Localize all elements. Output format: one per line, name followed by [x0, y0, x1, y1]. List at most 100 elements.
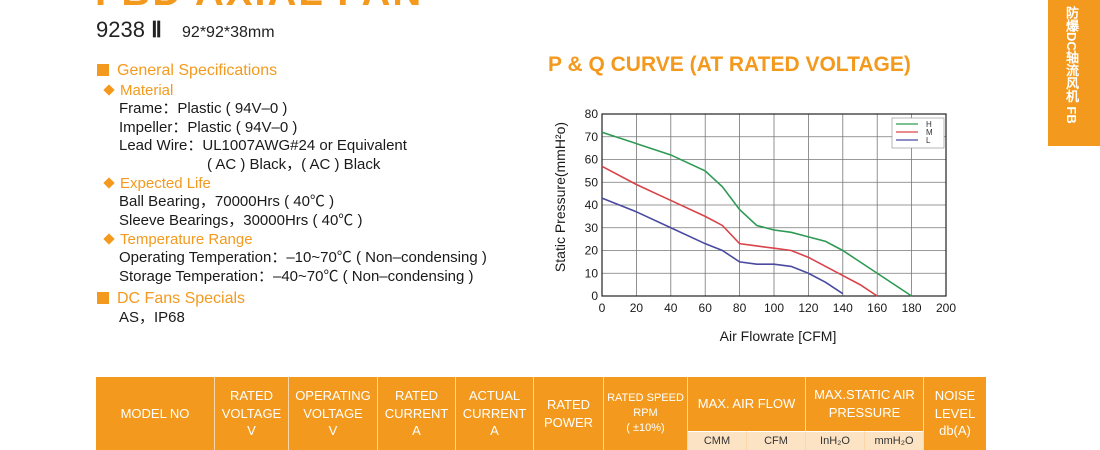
th-rated-power: RATED POWER [534, 377, 604, 450]
pq-curve-chart: HML 0 20 40 60 80 100 120 140 160 180 200 0 10 20 30 40… [552, 107, 957, 344]
x-tick-label: 140 [833, 301, 853, 315]
spec-table: MODEL NO RATED VOLTAGE V OPERATING VOLTAGE V… [96, 377, 986, 450]
legend-label-l: L [926, 136, 931, 145]
th-rated-speed-3: ( ±10%) [626, 421, 665, 434]
th-rated-voltage-2: VOLTAGE [221, 405, 282, 421]
diamond-bullet-icon [103, 177, 115, 189]
chart-title: P & Q CURVE (AT RATED VOLTAGE) [548, 53, 911, 76]
legend-label-m: M [926, 128, 933, 137]
th-mmh2o-label: mmH₂O [874, 434, 914, 447]
th-noise-3: db(A) [939, 423, 971, 439]
x-tick-label: 200 [936, 301, 956, 315]
x-tick-label: 120 [798, 301, 818, 315]
temperature-heading: Temperature Range [97, 230, 537, 249]
th-rated-voltage-1: RATED [229, 388, 274, 404]
th-actual-current-1: ACTUAL [468, 388, 521, 404]
general-specifications: General Specifications Material Frame：Pl… [97, 58, 537, 328]
th-rated-voltage: RATED VOLTAGE V [215, 377, 289, 450]
y-tick-label: 40 [585, 198, 599, 212]
plot-frame [601, 113, 947, 297]
th-actual-current-2: CURRENT [462, 405, 527, 421]
th-operating-voltage-2: VOLTAGE [303, 405, 363, 421]
square-bullet-icon [97, 292, 109, 304]
th-rated-current-2: CURRENT [384, 405, 449, 421]
th-rated-current-3: A [412, 423, 421, 439]
th-model-label: MODEL NO [120, 405, 190, 421]
th-air-flow: MAX. AIR FLOW [688, 377, 806, 431]
material-frame: Frame：Plastic ( 94V–0 ) [119, 100, 288, 117]
square-bullet-icon [97, 64, 109, 76]
chart-grid [601, 113, 947, 297]
y-tick-label: 50 [585, 175, 599, 189]
material-lead-wire: Lead Wire：UL1007AWG#24 or Equivalent [119, 137, 407, 154]
life-ball-bearing: Ball Bearing，70000Hrs ( 40℃ ) [119, 193, 335, 210]
x-axis-label: Air Flowrate [CFM] [720, 328, 837, 344]
life-heading: Expected Life [97, 174, 537, 193]
chart-legend: HML [891, 117, 945, 149]
th-inh2o-label: InH₂O [820, 434, 850, 447]
y-tick-label: 70 [585, 130, 599, 144]
side-tab: 防爆DC轴流风机 FB [1048, 0, 1100, 146]
y-tick-label: 0 [591, 289, 598, 303]
chart-ticks: 0 20 40 60 80 100 120 140 160 180 200 0 10 20 30 40 50 60… [585, 107, 957, 315]
th-rated-voltage-3: V [247, 423, 256, 439]
diamond-bullet-icon [103, 233, 115, 245]
x-tick-label: 0 [599, 301, 606, 315]
y-tick-label: 10 [585, 266, 599, 280]
model-dimensions: 92*92*38mm [182, 24, 275, 41]
dc-specials-heading: DC Fans Specials [97, 288, 537, 309]
th-cmm-label: CMM [703, 434, 731, 447]
temperature-storage: Storage Temperation：–40~70℃ ( Non–conden… [119, 267, 474, 285]
series-line-l [601, 197, 844, 295]
side-tab-text: 防爆DC轴流风机 FB [1064, 6, 1079, 124]
th-rated-speed-2: RPM [633, 407, 658, 420]
th-operating-voltage-3: V [328, 423, 338, 439]
th-static-pressure-1: MAX.STATIC AIR [814, 387, 915, 403]
general-spec-title: General Specifications [117, 62, 278, 79]
diamond-bullet-icon [103, 84, 115, 96]
chart-series [601, 131, 913, 297]
life-title: Expected Life [120, 175, 211, 192]
temperature-operating: Operating Temperation：–10~70℃ ( Non–cond… [119, 249, 487, 266]
th-rated-current-1: RATED [394, 388, 439, 404]
material-impeller: Impeller：Plastic ( 94V–0 ) [119, 118, 298, 136]
th-model: MODEL NO [96, 377, 215, 450]
y-tick-label: 80 [585, 107, 599, 121]
legend-label-h: H [926, 120, 932, 129]
th-operating-voltage-1: OPERATING [295, 388, 371, 404]
legend-box [891, 117, 945, 149]
th-noise-2: LEVEL [934, 405, 976, 421]
th-rated-current: RATED CURRENT A [378, 377, 456, 450]
temperature-title: Temperature Range [120, 231, 253, 248]
x-tick-label: 180 [902, 301, 922, 315]
th-cmm: CMM [688, 431, 747, 450]
x-tick-label: 100 [764, 301, 784, 315]
x-tick-label: 80 [733, 301, 747, 315]
th-noise-1: NOISE [934, 388, 976, 404]
th-inh2o: InH₂O [806, 431, 865, 450]
y-tick-label: 60 [585, 153, 599, 167]
th-actual-current: ACTUAL CURRENT A [456, 377, 534, 450]
y-tick-label: 20 [585, 244, 599, 258]
y-axis-label: Static Pressure(mmH²o) [552, 122, 568, 272]
x-tick-label: 20 [630, 301, 644, 315]
th-static-pressure-2: PRESSURE [828, 405, 901, 420]
th-actual-current-3: A [490, 423, 499, 439]
th-cfm-label: CFM [764, 434, 788, 447]
model-number: 9238 [96, 17, 145, 42]
th-rated-power-1: RATED [546, 396, 591, 412]
th-rated-speed-1: RATED SPEED [607, 392, 684, 405]
series-line-h [601, 131, 913, 297]
dc-specials-title: DC Fans Specials [117, 290, 246, 307]
th-rated-power-2: POWER [543, 414, 594, 430]
general-spec-heading: General Specifications [97, 60, 537, 81]
y-tick-label: 30 [585, 221, 599, 235]
th-operating-voltage: OPERATING VOLTAGE V [289, 377, 378, 450]
th-cfm: CFM [747, 431, 806, 450]
dc-specials-value: AS，IP68 [119, 309, 185, 326]
x-tick-label: 60 [699, 301, 713, 315]
th-mmh2o: mmH₂O [865, 431, 924, 450]
th-air-flow-label: MAX. AIR FLOW [697, 396, 796, 412]
th-static-pressure: MAX.STATIC AIR PRESSURE [806, 377, 924, 431]
model-line: 9238 Ⅱ 92*92*38mm [96, 17, 275, 43]
